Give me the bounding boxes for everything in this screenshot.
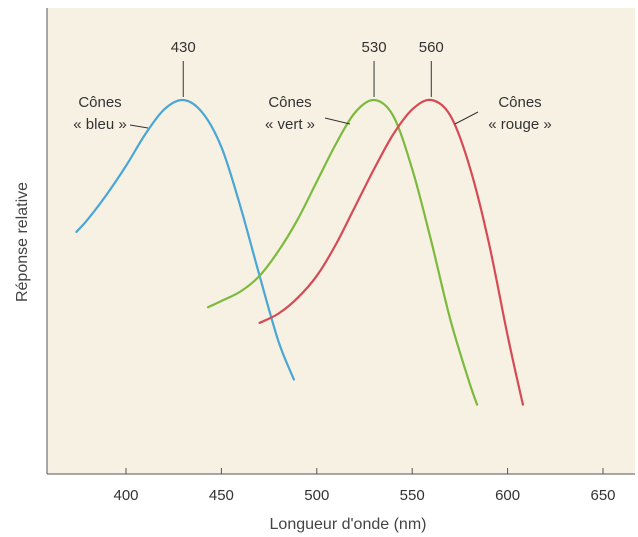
x-axis-title: Longueur d'onde (nm): [270, 516, 427, 533]
leader-line-red: [454, 111, 479, 125]
cone-label-blue: Cônes: [78, 94, 121, 111]
cone-label-red: « rouge »: [488, 116, 551, 133]
peak-label-green: 530: [362, 39, 387, 56]
leader-line-blue: [129, 124, 149, 129]
cone-label-green: Cônes: [268, 94, 311, 111]
x-tick-label: 600: [495, 487, 520, 504]
plot-background: [47, 8, 635, 474]
x-tick-label: 500: [304, 487, 329, 504]
curve-green: [206, 98, 479, 406]
cone-label-blue: « bleu »: [73, 116, 126, 133]
curve-red: [258, 98, 524, 406]
x-tick-label: 400: [113, 487, 138, 504]
cone-label-red: Cônes: [498, 94, 541, 111]
peak-label-blue: 430: [171, 39, 196, 56]
x-tick-label: 550: [400, 487, 425, 504]
peak-label-red: 560: [419, 39, 444, 56]
y-axis-title: Réponse relative: [14, 182, 31, 302]
cone-label-green: « vert »: [265, 116, 315, 133]
leader-line-green: [324, 117, 351, 125]
x-tick-label: 450: [209, 487, 234, 504]
x-tick-label: 650: [590, 487, 615, 504]
